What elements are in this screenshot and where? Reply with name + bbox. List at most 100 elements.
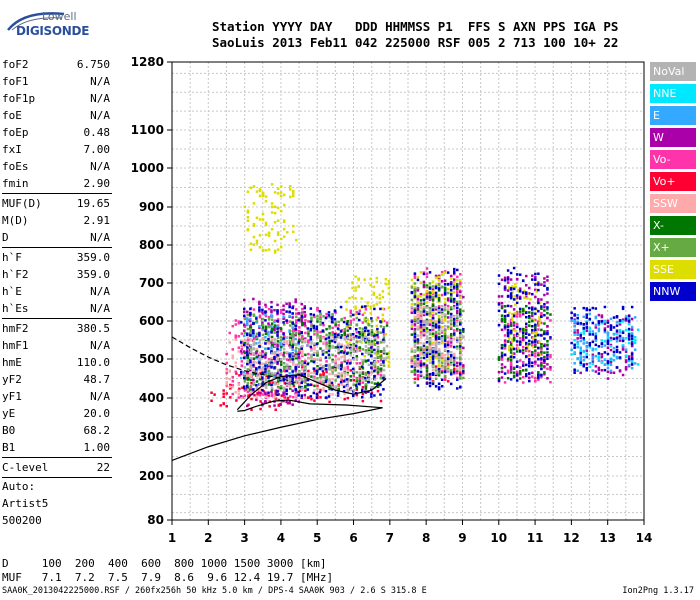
echo-point <box>621 373 625 377</box>
echo-point <box>422 376 426 379</box>
echo-point <box>249 311 252 315</box>
echo-point <box>252 222 256 226</box>
echo-point <box>526 297 529 300</box>
echo-point <box>416 340 420 343</box>
echo-point <box>258 302 261 306</box>
echo-point <box>375 360 379 364</box>
echo-point <box>270 300 273 304</box>
echo-point <box>225 384 228 387</box>
echo-point <box>304 359 307 363</box>
echo-point <box>382 338 385 342</box>
echo-point <box>294 298 297 301</box>
echo-point <box>289 329 292 333</box>
echo-point <box>294 367 297 371</box>
echo-point <box>459 315 462 318</box>
echo-point <box>452 282 456 285</box>
echo-point <box>609 345 613 348</box>
echo-point <box>509 324 513 327</box>
clevel-name: C-level <box>2 461 49 474</box>
echo-point <box>327 395 331 398</box>
echo-point <box>261 366 265 369</box>
param-value: 0.48 <box>83 126 111 139</box>
echo-point <box>419 313 423 317</box>
echo-point <box>428 347 432 350</box>
echo-point <box>279 329 283 333</box>
echo-point <box>331 336 334 339</box>
echo-point <box>437 353 441 357</box>
auto-code: 500200 <box>2 514 42 527</box>
echo-point <box>416 310 420 314</box>
echo-point <box>264 303 267 307</box>
echo-point <box>459 356 462 359</box>
echo-point <box>425 297 429 300</box>
echo-point <box>295 346 298 350</box>
echo-point <box>540 345 543 349</box>
echo-point <box>349 348 353 351</box>
echo-point <box>549 336 552 339</box>
echo-point <box>240 343 244 346</box>
echo-point <box>285 231 289 234</box>
echo-point <box>512 327 516 331</box>
echo-point <box>603 351 607 354</box>
echo-point <box>618 339 622 342</box>
echo-point <box>428 384 432 388</box>
echo-point <box>322 375 325 379</box>
echo-point <box>333 310 337 313</box>
echo-point <box>521 331 525 335</box>
echo-point <box>316 332 319 336</box>
echo-point <box>312 367 316 370</box>
echo-point <box>261 388 264 392</box>
echo-point <box>270 343 274 347</box>
echo-point <box>579 363 582 366</box>
echo-point <box>579 339 582 343</box>
echo-point <box>434 283 438 286</box>
param-name: h`F2 <box>2 268 29 281</box>
echo-point <box>219 404 222 407</box>
echo-point <box>282 335 286 338</box>
echo-point <box>274 393 277 396</box>
echo-point <box>597 368 601 372</box>
echo-point <box>268 405 271 408</box>
echo-point <box>509 305 513 308</box>
echo-point <box>285 310 288 313</box>
echo-point <box>621 318 625 321</box>
param-name: fxI <box>2 143 22 156</box>
echo-point <box>279 308 283 312</box>
echo-point <box>298 376 301 379</box>
echo-point <box>387 282 391 286</box>
echo-point <box>543 355 546 359</box>
echo-point <box>422 356 426 360</box>
echo-point <box>258 375 262 379</box>
echo-point <box>273 345 277 348</box>
echo-point <box>225 361 228 365</box>
echo-point <box>537 288 540 292</box>
echo-point <box>428 314 432 317</box>
echo-point <box>334 385 337 389</box>
echo-point <box>337 372 340 375</box>
echo-point <box>355 386 359 389</box>
echo-point <box>615 321 619 324</box>
echo-point <box>419 370 423 374</box>
echo-point <box>270 356 274 360</box>
echo-point <box>515 296 519 300</box>
echo-point <box>258 194 262 198</box>
echo-point <box>521 336 525 340</box>
echo-point <box>449 356 453 359</box>
echo-point <box>416 320 420 323</box>
echo-point <box>437 382 441 385</box>
echo-point <box>294 329 297 332</box>
echo-point <box>243 316 247 319</box>
echo-point <box>597 321 601 325</box>
echo-point <box>428 381 432 385</box>
echo-point <box>361 362 365 366</box>
echo-point <box>273 328 276 332</box>
echo-point <box>255 239 259 243</box>
echo-point <box>259 400 262 403</box>
echo-point <box>446 282 450 286</box>
auto-artist: Artist5 <box>2 497 49 510</box>
echo-point <box>304 353 307 357</box>
echo-point <box>270 328 274 332</box>
echo-point <box>449 274 453 278</box>
echo-point <box>295 380 298 383</box>
echo-point <box>276 325 279 328</box>
